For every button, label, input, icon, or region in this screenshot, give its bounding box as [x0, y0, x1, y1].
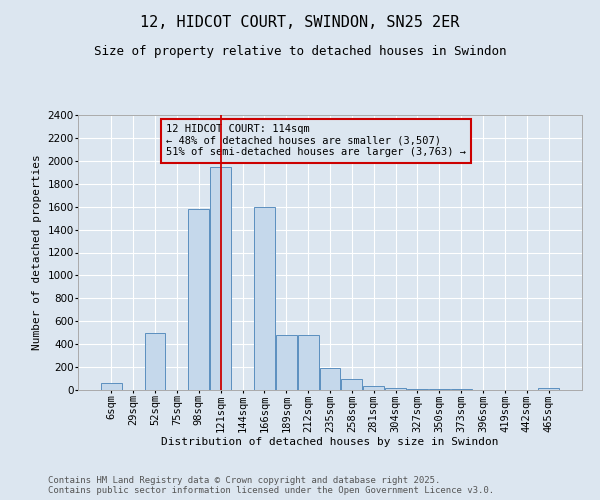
Bar	[341, 379, 362, 390]
Bar	[145, 332, 166, 390]
Bar	[320, 368, 340, 390]
Bar	[254, 206, 275, 390]
Text: Contains HM Land Registry data © Crown copyright and database right 2025.
Contai: Contains HM Land Registry data © Crown c…	[48, 476, 494, 495]
Bar	[407, 389, 428, 390]
Bar	[429, 389, 450, 390]
Bar	[276, 335, 296, 390]
Text: 12 HIDCOT COURT: 114sqm
← 48% of detached houses are smaller (3,507)
51% of semi: 12 HIDCOT COURT: 114sqm ← 48% of detache…	[166, 124, 466, 158]
Text: 12, HIDCOT COURT, SWINDON, SN25 2ER: 12, HIDCOT COURT, SWINDON, SN25 2ER	[140, 15, 460, 30]
X-axis label: Distribution of detached houses by size in Swindon: Distribution of detached houses by size …	[161, 437, 499, 447]
Bar	[210, 166, 231, 390]
Bar	[364, 386, 384, 390]
Text: Size of property relative to detached houses in Swindon: Size of property relative to detached ho…	[94, 45, 506, 58]
Bar	[385, 388, 406, 390]
Bar	[298, 335, 319, 390]
Bar	[188, 209, 209, 390]
Y-axis label: Number of detached properties: Number of detached properties	[32, 154, 42, 350]
Bar	[538, 388, 559, 390]
Bar	[101, 383, 122, 390]
